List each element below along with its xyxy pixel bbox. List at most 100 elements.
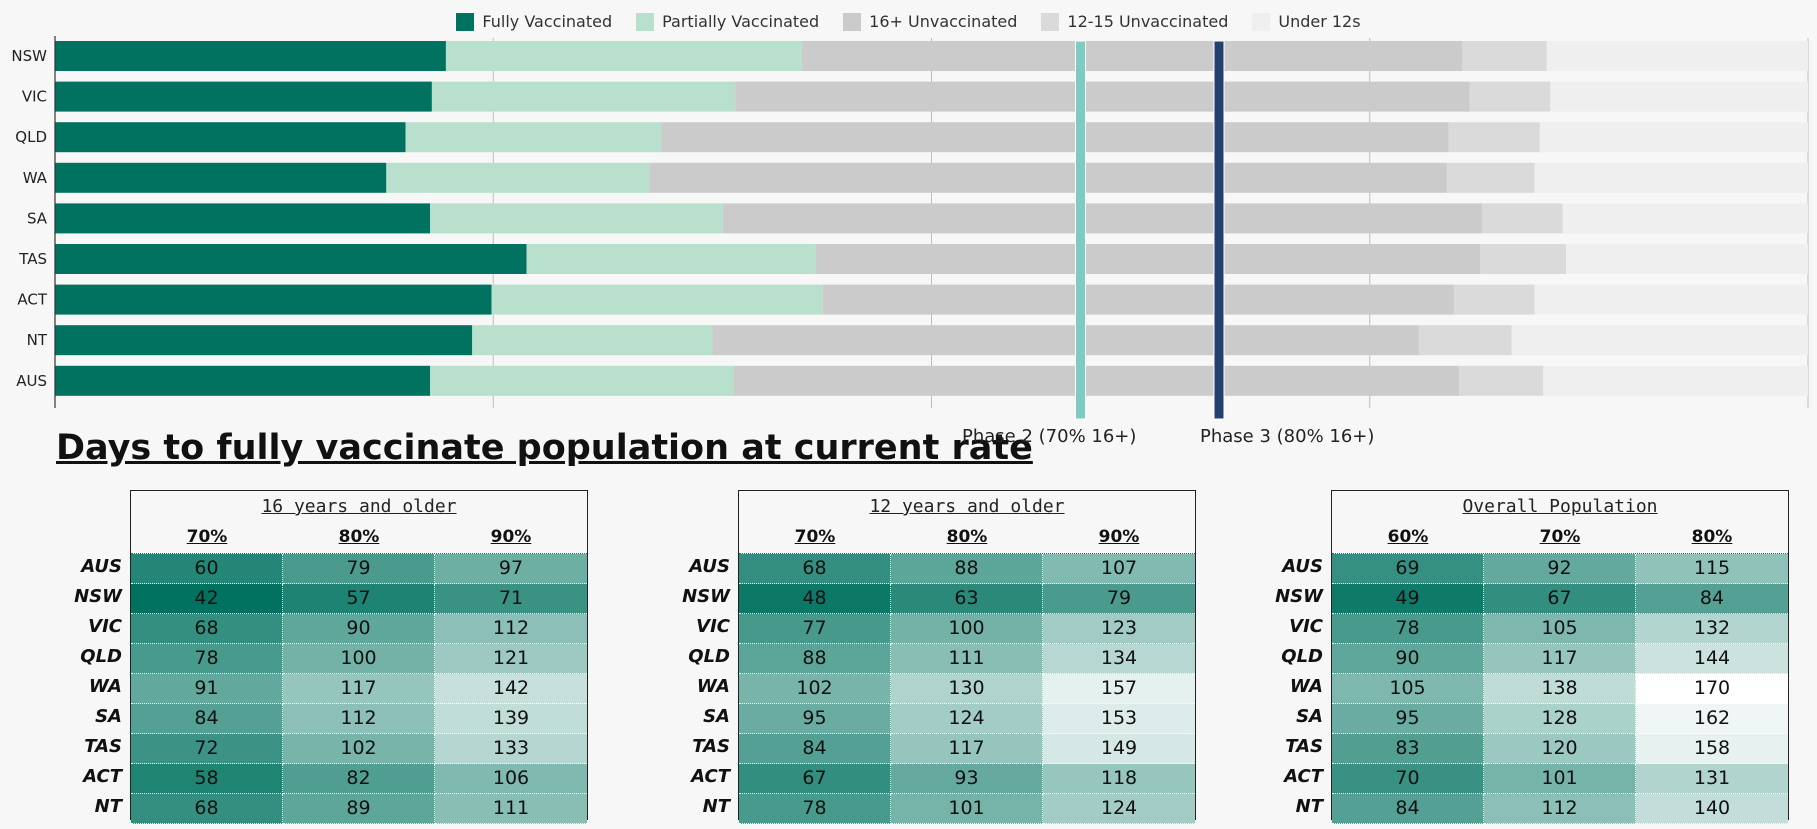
table-cell: 93 bbox=[891, 764, 1043, 794]
column-header: 70% bbox=[186, 527, 228, 547]
legend-item-fully: Fully Vaccinated bbox=[456, 12, 612, 31]
table-cell: 97 bbox=[435, 554, 587, 584]
row-label-aus: AUS bbox=[689, 556, 730, 577]
bar-vic-fully bbox=[55, 81, 432, 112]
bar-nsw-under12 bbox=[1546, 41, 1808, 71]
bar-nt-under12 bbox=[1511, 325, 1808, 356]
table-cell: 88 bbox=[739, 644, 891, 674]
table-cell: 67 bbox=[739, 764, 891, 794]
table-cell: 100 bbox=[283, 644, 435, 674]
table-cell: 140 bbox=[1636, 794, 1788, 824]
section-title: Days to fully vaccinate population at cu… bbox=[56, 428, 1033, 468]
table-cell: 90 bbox=[283, 614, 435, 644]
table-cell: 60 bbox=[131, 554, 283, 584]
table-cell: 158 bbox=[1636, 734, 1788, 764]
table-cell: 120 bbox=[1484, 734, 1636, 764]
row-label-sa: SA bbox=[703, 706, 730, 727]
table-cell: 111 bbox=[435, 794, 587, 824]
column-header: 80% bbox=[946, 527, 988, 547]
phase-3-label: Phase 3 (80% 16+) bbox=[1200, 426, 1375, 447]
table-cell: 88 bbox=[891, 554, 1043, 584]
bar-nsw-unvac16 bbox=[801, 41, 1463, 71]
row-label-wa: WA bbox=[696, 676, 730, 697]
table-cell: 130 bbox=[891, 674, 1043, 704]
table-box: 12 years and older 70% 80% 90% 68 88 107 48 63 79… bbox=[738, 490, 1196, 824]
stacked-bar-chart: NSW VIC QLD WA SA TAS ACT NT AUS bbox=[11, 36, 1809, 420]
table-cell: 100 bbox=[891, 614, 1043, 644]
table-cell: 84 bbox=[739, 734, 891, 764]
column-header: 70% bbox=[1539, 527, 1581, 547]
bar-nt-fully bbox=[55, 325, 473, 356]
legend-label-partially: Partially Vaccinated bbox=[662, 12, 820, 31]
table-cells: 60 79 97 42 57 71 68 90 112 78 100 121 91 117 142 84 112… bbox=[131, 554, 587, 824]
row-label-vic: VIC bbox=[1289, 616, 1323, 637]
y-tick-label-sa: SA bbox=[27, 209, 48, 227]
bar-qld-partially bbox=[405, 122, 662, 153]
y-tick-label-nsw: NSW bbox=[11, 47, 47, 65]
bar-sa-partially bbox=[430, 203, 723, 234]
phase-2-label: Phase 2 (70% 16+) bbox=[962, 426, 1137, 447]
row-label-aus: AUS bbox=[1282, 556, 1323, 577]
legend-label-fully: Fully Vaccinated bbox=[482, 12, 613, 31]
bar-act-partially bbox=[491, 284, 823, 315]
bar-act-unvac16 bbox=[822, 284, 1454, 315]
chart-legend: Fully Vaccinated Partially Vaccinated 16+ … bbox=[0, 12, 1817, 31]
table-cell: 79 bbox=[1043, 584, 1195, 614]
row-label-qld: QLD bbox=[80, 646, 122, 667]
bar-qld-fully bbox=[55, 122, 406, 153]
bar-sa-unvac16 bbox=[722, 203, 1482, 234]
table-cell: 123 bbox=[1043, 614, 1195, 644]
table-cell: 84 bbox=[1332, 794, 1484, 824]
table-cell: 131 bbox=[1636, 764, 1788, 794]
table-cell: 68 bbox=[131, 794, 283, 824]
table-cell: 68 bbox=[131, 614, 283, 644]
row-label-tas: TAS bbox=[692, 736, 730, 757]
table-cell: 149 bbox=[1043, 734, 1195, 764]
bar-nt-unvac12 bbox=[1418, 325, 1512, 356]
legend-swatch-partially bbox=[636, 12, 655, 31]
legend-swatch-unvac12 bbox=[1041, 12, 1060, 31]
bar-tas-partially bbox=[526, 244, 816, 274]
table-cell: 115 bbox=[1636, 554, 1788, 584]
table-cell: 117 bbox=[1484, 644, 1636, 674]
table-cell: 106 bbox=[435, 764, 587, 794]
table-cell: 132 bbox=[1636, 614, 1788, 644]
row-label-nt: NT bbox=[702, 796, 730, 817]
table-cell: 78 bbox=[739, 794, 891, 824]
row-label-tas: TAS bbox=[84, 736, 122, 757]
row-label-nsw: NSW bbox=[1275, 586, 1323, 607]
table-cell: 68 bbox=[739, 554, 891, 584]
table-cell: 128 bbox=[1484, 704, 1636, 734]
row-label-act: ACT bbox=[691, 766, 730, 787]
table-cell: 121 bbox=[435, 644, 587, 674]
table-cells: 69 92 115 49 67 84 78 105 132 90 117 144 105 138 170 95… bbox=[1332, 554, 1788, 824]
column-headers: 70% 80% 90% bbox=[131, 521, 587, 554]
table-cell: 84 bbox=[1636, 584, 1788, 614]
bar-wa-under12 bbox=[1534, 162, 1808, 193]
table-cell: 90 bbox=[1332, 644, 1484, 674]
bar-vic-partially bbox=[431, 81, 736, 112]
table-cell: 170 bbox=[1636, 674, 1788, 704]
legend-swatch-fully bbox=[456, 12, 475, 31]
bar-tas-unvac16 bbox=[815, 244, 1481, 274]
row-label-nsw: NSW bbox=[74, 586, 122, 607]
table-box: 16 years and older 70% 80% 90% 60 79 97 42 57 71 6… bbox=[130, 490, 588, 824]
bar-vic-unvac12 bbox=[1469, 81, 1551, 112]
y-tick-label-aus: AUS bbox=[16, 372, 47, 390]
phase-3-line bbox=[1213, 40, 1225, 420]
bar-nsw-partially bbox=[445, 41, 802, 71]
table-cell: 101 bbox=[891, 794, 1043, 824]
table-cell: 105 bbox=[1484, 614, 1636, 644]
table-cell: 49 bbox=[1332, 584, 1484, 614]
table-cell: 157 bbox=[1043, 674, 1195, 704]
row-label-vic: VIC bbox=[696, 616, 730, 637]
table-cell: 102 bbox=[283, 734, 435, 764]
bar-wa-fully bbox=[55, 162, 387, 193]
table-cell: 72 bbox=[131, 734, 283, 764]
y-tick-label-act: ACT bbox=[17, 291, 47, 309]
bar-aus-partially bbox=[430, 365, 734, 396]
legend-item-unvac12: 12-15 Unvaccinated bbox=[1041, 12, 1228, 31]
legend-label-unvac12: 12-15 Unvaccinated bbox=[1067, 12, 1229, 31]
table-cell: 111 bbox=[891, 644, 1043, 674]
bar-tas-unvac12 bbox=[1480, 244, 1567, 274]
